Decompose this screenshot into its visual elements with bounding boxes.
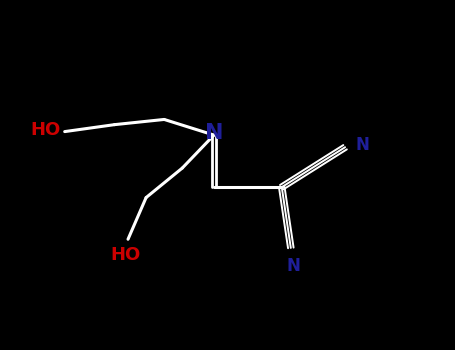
- Text: HO: HO: [30, 121, 60, 139]
- Text: HO: HO: [111, 246, 141, 264]
- Text: N: N: [355, 136, 369, 154]
- Text: N: N: [286, 257, 300, 275]
- Text: N: N: [205, 123, 223, 144]
